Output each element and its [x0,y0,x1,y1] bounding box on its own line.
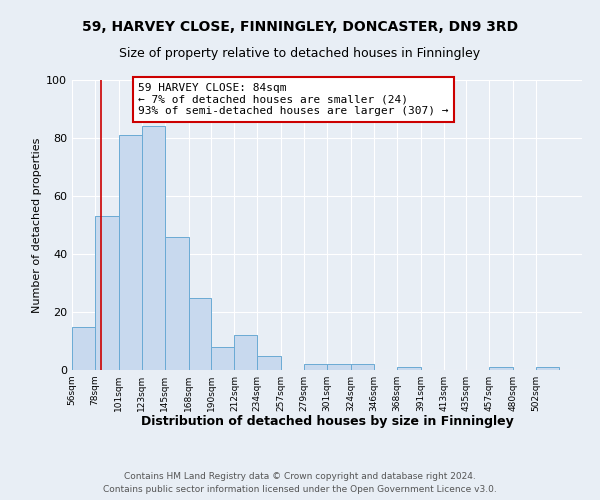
Y-axis label: Number of detached properties: Number of detached properties [32,138,42,312]
Bar [72,326,95,370]
Bar [95,216,119,370]
Bar [211,347,235,370]
Text: 59 HARVEY CLOSE: 84sqm
← 7% of detached houses are smaller (24)
93% of semi-deta: 59 HARVEY CLOSE: 84sqm ← 7% of detached … [139,83,449,116]
Text: 59, HARVEY CLOSE, FINNINGLEY, DONCASTER, DN9 3RD: 59, HARVEY CLOSE, FINNINGLEY, DONCASTER,… [82,20,518,34]
Bar [490,367,514,370]
Bar [327,364,351,370]
Bar [142,126,164,370]
Bar [164,236,188,370]
Bar [304,364,327,370]
Bar [188,298,211,370]
Bar [536,367,559,370]
Bar [257,356,281,370]
Text: Contains public sector information licensed under the Open Government Licence v3: Contains public sector information licen… [103,485,497,494]
Bar [235,335,257,370]
Bar [397,367,421,370]
X-axis label: Distribution of detached houses by size in Finningley: Distribution of detached houses by size … [140,416,514,428]
Text: Contains HM Land Registry data © Crown copyright and database right 2024.: Contains HM Land Registry data © Crown c… [124,472,476,481]
Bar [351,364,374,370]
Text: Size of property relative to detached houses in Finningley: Size of property relative to detached ho… [119,48,481,60]
Bar [119,135,142,370]
